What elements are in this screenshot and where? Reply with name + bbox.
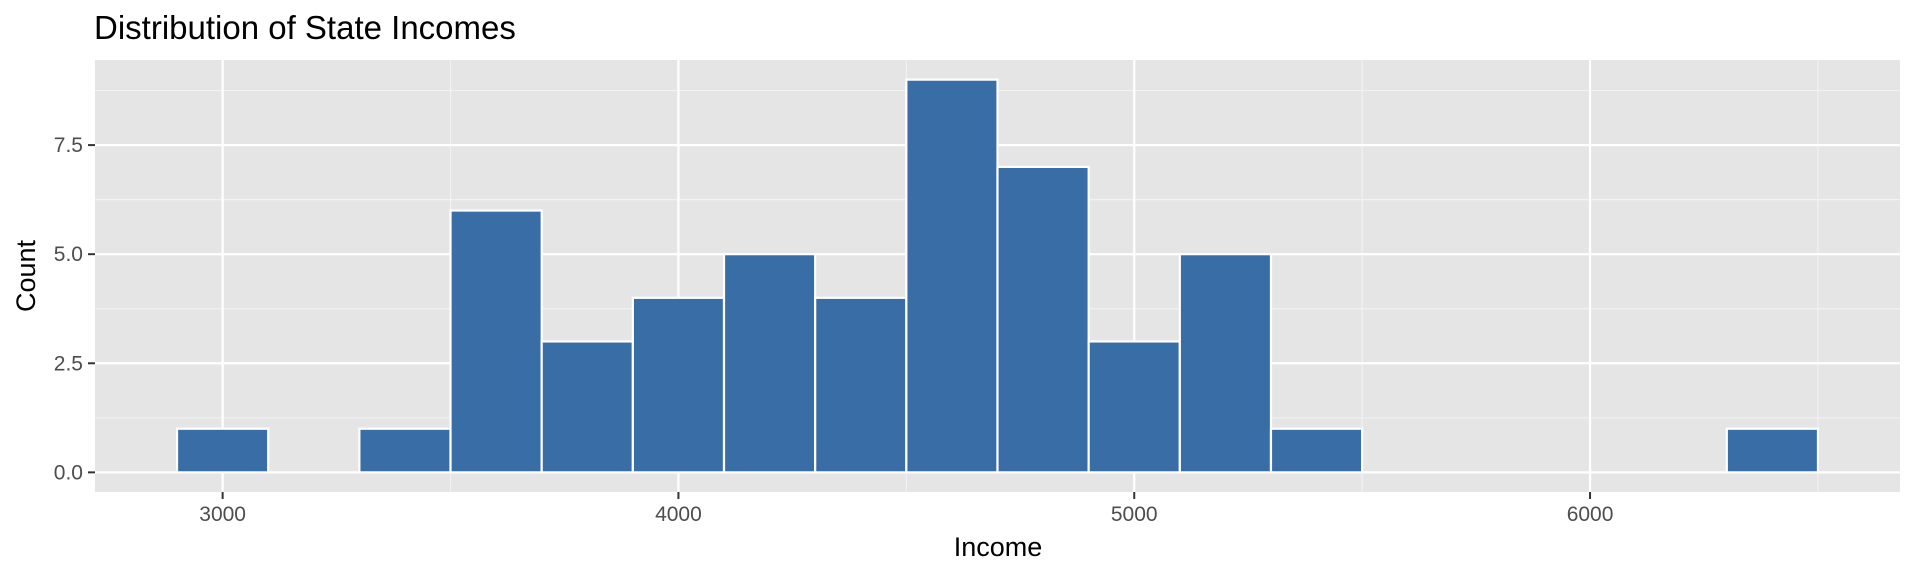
histogram-bar (358, 427, 452, 474)
x-tick-label: 3000 (199, 503, 246, 526)
x-tick-label: 6000 (1567, 503, 1614, 526)
y-axis-title: Count (11, 239, 41, 312)
histogram-bar (449, 209, 543, 474)
y-tick-label: 0.0 (54, 461, 83, 484)
histogram-bar (540, 340, 634, 474)
histogram-bar (175, 427, 270, 474)
histogram-bar (1725, 427, 1820, 474)
histogram-bar (814, 296, 908, 474)
histogram-bar (996, 165, 1090, 474)
histogram-bar (1087, 340, 1181, 474)
histogram-bar (631, 296, 726, 474)
y-axis: 0.0 2.5 5.0 7.5 (54, 134, 95, 484)
y-tick-label: 7.5 (54, 134, 83, 157)
histogram-bars (175, 78, 1820, 474)
x-axis: 3000 4000 5000 6000 (199, 492, 1613, 526)
y-tick-label: 2.5 (54, 352, 83, 375)
x-tick-label: 4000 (655, 503, 702, 526)
x-tick-label: 5000 (1111, 503, 1158, 526)
histogram-bar (905, 78, 999, 474)
histogram-bar (722, 253, 817, 474)
histogram-bar (1269, 427, 1364, 474)
y-tick-label: 5.0 (54, 243, 83, 266)
x-axis-title: Income (954, 532, 1043, 562)
histogram-bar (1178, 253, 1273, 474)
chart-title: Distribution of State Incomes (94, 9, 516, 46)
